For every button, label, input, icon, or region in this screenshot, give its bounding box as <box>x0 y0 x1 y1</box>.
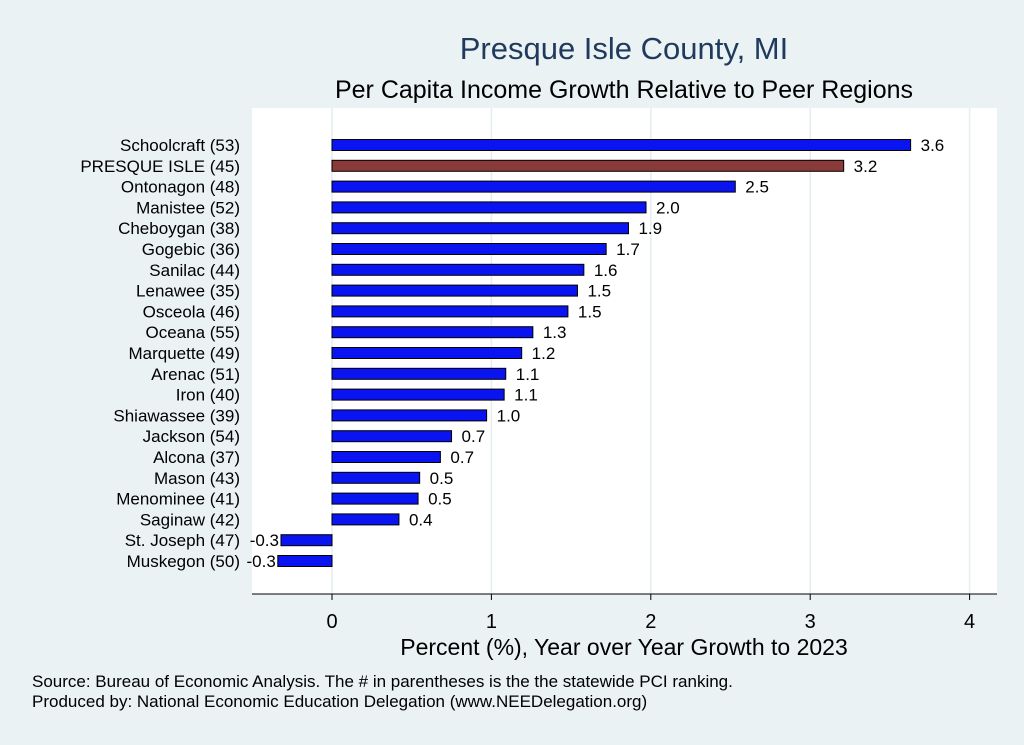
data-label: 1.0 <box>497 406 521 425</box>
data-label: 2.5 <box>745 178 769 197</box>
data-label: 3.6 <box>921 136 945 155</box>
data-label: 2.0 <box>656 198 680 217</box>
value-labels: 3.63.22.52.01.91.71.61.51.51.31.21.11.11… <box>247 136 945 571</box>
data-label: 1.9 <box>638 219 662 238</box>
data-label: 1.5 <box>578 302 602 321</box>
bar <box>277 555 333 567</box>
x-axis-label: Percent (%), Year over Year Growth to 20… <box>400 634 848 660</box>
bars <box>277 139 912 567</box>
category-label: Shiawassee (39) <box>113 406 240 425</box>
data-label: 0.7 <box>450 448 474 467</box>
chart-subtitle: Per Capita Income Growth Relative to Pee… <box>335 76 913 104</box>
category-label: PRESQUE ISLE (45) <box>80 157 240 176</box>
category-label: Arenac (51) <box>151 365 240 384</box>
bar <box>331 471 421 484</box>
bar <box>331 367 507 380</box>
category-label: Alcona (37) <box>153 448 240 467</box>
bar <box>331 430 453 443</box>
bar <box>331 305 569 318</box>
data-label: 1.2 <box>532 344 556 363</box>
category-label: Osceola (46) <box>143 302 240 321</box>
category-label: Muskegon (50) <box>127 552 240 571</box>
data-label: 3.2 <box>854 157 878 176</box>
bar <box>280 534 333 547</box>
bar <box>331 388 505 401</box>
data-label: -0.3 <box>250 531 279 550</box>
bar <box>331 409 488 422</box>
bar <box>331 243 607 255</box>
category-label: Sanilac (44) <box>149 261 240 280</box>
category-label: Schoolcraft (53) <box>120 136 240 155</box>
category-label: Marquette (49) <box>129 344 241 363</box>
data-label: 1.1 <box>514 386 538 405</box>
data-label: 0.5 <box>428 490 452 509</box>
chart-title: Presque Isle County, MI <box>460 31 789 66</box>
x-tick-label: 0 <box>326 611 337 633</box>
data-label: 1.1 <box>516 365 540 384</box>
source-note: Source: Bureau of Economic Analysis. The… <box>32 672 733 691</box>
category-label: Menominee (41) <box>116 490 240 509</box>
category-label: Lenawee (35) <box>136 282 240 301</box>
data-label: 0.5 <box>430 469 454 488</box>
category-label: Jackson (54) <box>143 427 240 446</box>
data-label: -0.3 <box>247 552 276 571</box>
category-label: Gogebic (36) <box>142 240 240 259</box>
data-label: 0.7 <box>462 427 486 446</box>
bar <box>331 201 647 214</box>
data-label: 0.4 <box>409 510 433 529</box>
bar <box>331 222 629 235</box>
data-label: 1.6 <box>594 261 618 280</box>
category-label: Cheboygan (38) <box>118 219 240 238</box>
x-tick-label: 3 <box>805 611 816 633</box>
bar <box>331 492 419 505</box>
data-label: 1.5 <box>587 282 611 301</box>
data-label: 1.7 <box>616 240 640 259</box>
x-axis-ticks: 0 1 2 3 4 <box>326 594 975 633</box>
bar <box>331 284 578 297</box>
bar <box>331 513 400 526</box>
bar <box>331 159 845 172</box>
bar <box>331 180 736 193</box>
x-tick-label: 4 <box>964 611 975 633</box>
category-label: St. Joseph (47) <box>125 531 240 550</box>
bar <box>331 326 534 339</box>
x-tick-label: 1 <box>486 611 497 633</box>
bar <box>331 451 441 463</box>
bar <box>331 263 585 276</box>
category-label: Mason (43) <box>154 469 240 488</box>
x-tick-label: 2 <box>645 611 656 633</box>
category-label: Iron (40) <box>176 386 240 405</box>
bar-chart: Presque Isle County, MI Per Capita Incom… <box>80 31 997 660</box>
category-label: Oceana (55) <box>146 323 241 342</box>
category-label: Manistee (52) <box>136 198 240 217</box>
data-label: 1.3 <box>543 323 567 342</box>
category-labels: Schoolcraft (53) PRESQUE ISLE (45) Ontonag… <box>80 136 240 571</box>
bar <box>331 347 523 359</box>
producer-note: Produced by: National Economic Education… <box>32 692 648 711</box>
bar <box>331 139 912 151</box>
category-label: Ontonagon (48) <box>121 178 240 197</box>
category-label: Saginaw (42) <box>140 510 240 529</box>
